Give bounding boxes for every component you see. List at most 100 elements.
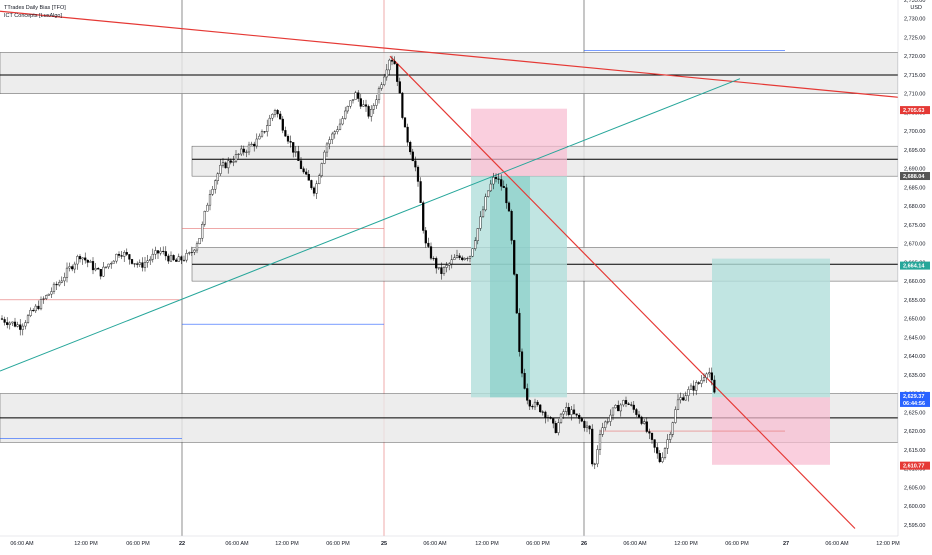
candle-body — [367, 106, 370, 117]
candle-body — [214, 180, 217, 190]
candle-body — [359, 98, 362, 107]
x-tick-label: 12:00 PM — [475, 541, 499, 547]
y-tick-label: 2,695.00 — [904, 148, 925, 154]
candle-body — [403, 117, 407, 128]
candle-body — [455, 255, 459, 258]
candle-body — [128, 254, 131, 260]
candle-body — [240, 148, 243, 155]
y-tick-label: 2,620.00 — [904, 429, 925, 435]
candle-body — [203, 211, 206, 225]
candle-body — [37, 305, 40, 310]
candle-body — [169, 255, 173, 262]
candle-body — [466, 258, 469, 260]
y-tick-label: 2,710.00 — [904, 92, 925, 98]
candle-body — [585, 425, 589, 428]
candle-body — [6, 322, 9, 325]
candle-body — [450, 259, 453, 265]
candle-body — [310, 180, 313, 189]
x-tick-label: 27 — [783, 541, 789, 547]
candle-body — [125, 252, 128, 255]
candle-body — [580, 418, 583, 422]
legend-indicator-2[interactable]: ICT Concepts [LuxAlgo] — [4, 13, 62, 19]
y-tick-label: 2,645.00 — [904, 335, 925, 341]
time-axis-bg — [0, 536, 932, 550]
candle-body — [349, 100, 352, 107]
y-tick-label: 2,635.00 — [904, 373, 925, 379]
legend-indicator-1[interactable]: TTrades Daily Bias [TFO] — [4, 5, 66, 11]
candle-body — [52, 283, 56, 292]
candle-body — [120, 255, 123, 257]
candle-body — [292, 142, 295, 153]
y-tick-label: 2,640.00 — [904, 354, 925, 360]
candle-body — [91, 261, 95, 271]
candle-body — [695, 382, 698, 391]
candle-body — [58, 282, 61, 286]
candle-body — [136, 263, 139, 265]
candle-body — [505, 187, 508, 204]
candle-body — [390, 59, 394, 62]
candle-body — [351, 99, 355, 101]
y-tick-label: 2,600.00 — [904, 504, 925, 510]
candle-body — [162, 250, 165, 252]
y-tick-label: 2,735.00 — [904, 0, 925, 4]
candle-body — [598, 434, 602, 450]
x-tick-label: 26 — [581, 541, 587, 547]
candle-body — [221, 162, 225, 166]
candle-body — [245, 151, 248, 153]
candle-body — [565, 407, 568, 412]
candle-body — [247, 144, 251, 153]
candle-body — [474, 240, 477, 249]
candle-body — [71, 266, 74, 270]
y-tick-label: 2,700.00 — [904, 129, 925, 135]
y-tick-label: 2,675.00 — [904, 223, 925, 229]
candle-body — [190, 251, 193, 253]
candle-body — [24, 322, 27, 327]
candle-body — [112, 260, 115, 264]
y-tick-label: 2,725.00 — [904, 35, 925, 41]
candle-body — [281, 118, 284, 131]
indicator-legend[interactable]: TTrades Daily Bias [TFO] ICT Concepts [L… — [4, 4, 66, 20]
candle-body — [84, 257, 87, 261]
y-tick-label: 2,715.00 — [904, 73, 925, 79]
candle-body — [448, 263, 451, 266]
candle-body — [567, 407, 570, 415]
candle-body — [242, 148, 245, 153]
candle-body — [224, 162, 227, 169]
y-tick-label: 2,605.00 — [904, 485, 925, 491]
candle-body — [539, 404, 542, 413]
y-tick-label: 2,655.00 — [904, 298, 925, 304]
candle-body — [3, 319, 6, 323]
candle-body — [643, 421, 646, 424]
candle-body — [414, 160, 417, 168]
candle-body — [11, 321, 14, 324]
candle-body — [216, 173, 219, 181]
candle-body — [578, 414, 581, 419]
candle-body — [117, 253, 121, 256]
candle-body — [637, 414, 641, 418]
candle-body — [484, 196, 487, 211]
price-tag-label: 06:44:56 — [903, 401, 925, 407]
candle-body — [21, 325, 24, 330]
candle-body — [617, 405, 620, 412]
candle-body — [138, 262, 141, 265]
candle-body — [648, 431, 651, 434]
candle-body — [357, 92, 360, 99]
candle-body — [331, 133, 334, 140]
candle-body — [372, 105, 375, 110]
candle-body — [463, 258, 466, 260]
candle-body — [195, 243, 199, 251]
y-tick-label: 2,730.00 — [904, 17, 925, 23]
x-tick-label: 25 — [381, 541, 387, 547]
candle-body — [687, 389, 690, 396]
x-tick-label: 12:00 PM — [876, 541, 900, 547]
candle-body — [702, 377, 706, 381]
candle-body — [461, 257, 464, 260]
y-tick-label: 2,650.00 — [904, 317, 925, 323]
candle-body — [328, 139, 331, 145]
candle-body — [458, 255, 461, 258]
candle-body — [523, 372, 526, 389]
y-tick-label: 2,615.00 — [904, 448, 925, 454]
candle-body — [489, 183, 492, 192]
candle-body — [276, 110, 279, 115]
